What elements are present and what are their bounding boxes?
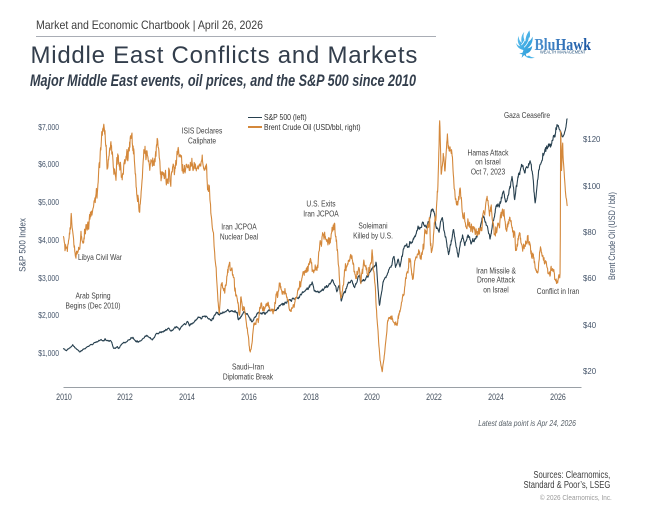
page-subtitle: Major Middle East events, oil prices, an…	[30, 71, 417, 90]
brent-legend-label: Brent Crude Oil (USD/bbl, right)	[264, 122, 361, 133]
annotation-line: on Israel	[475, 156, 501, 167]
header-divider	[36, 36, 436, 38]
logo-tagline: WEALTH MANAGEMENT	[540, 50, 586, 55]
event-annotation: Saudi–Iran Diplomatic Break	[222, 361, 274, 381]
sources-line1: Sources: Clearnomics,	[533, 469, 610, 481]
chartbook-label: Market and Economic Chartbook	[36, 18, 190, 33]
annotation-line: ISIS Declares	[181, 125, 223, 136]
left-axis-title: S&P 500 Index	[17, 218, 29, 272]
annotation-line: Diplomatic Break	[222, 370, 274, 381]
annotation-line: Begins (Dec 2010)	[65, 299, 121, 310]
left-axis-tick-label: $4,000	[37, 234, 59, 245]
event-annotation: U.S. Exits Iran JCPOA	[303, 198, 339, 218]
annotation-line: on Israel	[483, 284, 509, 295]
left-axis-tick-label: $7,000	[37, 121, 59, 132]
event-annotation: Hamas Attack on Israel Oct 7, 2023	[467, 147, 509, 177]
annotation-line: Hamas Attack	[467, 147, 509, 158]
annotation-line: Killed by U.S.	[353, 229, 393, 240]
copyright-text: © 2026 Clearnomics, Inc.	[540, 492, 612, 502]
event-annotation: Iran Missile & Drone Attack on Israel	[476, 265, 516, 295]
annotation-line: Saudi–Iran	[231, 361, 265, 372]
annotation-line: Iran Missile &	[476, 265, 516, 276]
annotation-line: U.S. Exits	[306, 198, 336, 209]
page-title: Middle East Conflicts and Markets	[30, 42, 419, 70]
right-axis-tick-label: $20	[583, 366, 597, 376]
brent-legend-swatch	[248, 126, 262, 128]
x-axis-tick-label: 2010	[55, 391, 72, 402]
x-axis-tick-label: 2022	[426, 391, 442, 402]
event-annotation: Iran JCPOA Nuclear Deal	[219, 221, 259, 241]
annotation-line: Arab Spring	[75, 290, 111, 301]
right-axis-tick-label: $120	[583, 134, 601, 145]
x-axis-tick-label: 2018	[302, 391, 319, 402]
chartbook-header: Market and Economic Chartbook | April 26…	[36, 18, 263, 32]
x-axis-tick-label: 2026	[549, 391, 566, 402]
chart-legend: S&P 500 (left) Brent Crude Oil (USD/bbl,…	[248, 112, 382, 132]
header-separator: |	[192, 18, 196, 33]
annotation-line: Drone Attack	[476, 274, 516, 285]
left-axis-tick-label: $6,000	[37, 159, 59, 170]
left-axis-tick-label: $5,000	[37, 197, 59, 207]
right-axis-tick-label: $80	[583, 226, 597, 237]
right-axis-tick-label: $100	[583, 180, 601, 191]
legend-item-brent: Brent Crude Oil (USD/bbl, right)	[248, 122, 382, 132]
left-axis-tick-label: $1,000	[37, 348, 59, 358]
event-annotation: Soleimani Killed by U.S.	[353, 220, 393, 240]
sources-line2: Standard & Poor’s, LSEG	[523, 479, 610, 491]
hawk-icon	[516, 30, 535, 59]
annotation-line: Nuclear Deal	[219, 230, 259, 241]
x-axis-tick-label: 2016	[240, 391, 257, 402]
event-annotation: Gaza Ceasefire	[503, 110, 551, 121]
latest-data-note: Latest data point is Apr 24, 2026	[477, 419, 576, 428]
right-axis-title: Brent Crude Oil (USD / bbl)	[606, 192, 617, 280]
annotation-line: Caliphate	[187, 134, 217, 145]
right-axis-tick-label: $40	[583, 319, 597, 330]
event-annotation: Libya Civil War	[77, 252, 123, 263]
x-axis-tick-label: 2024	[487, 391, 504, 402]
annotation-line: Oct 7, 2023	[470, 166, 506, 177]
sp500-legend-swatch	[248, 116, 262, 119]
annotation-line: Soleimani	[358, 220, 388, 231]
x-axis-tick-label: 2014	[179, 391, 195, 402]
annotation-line: Gaza Ceasefire	[503, 110, 551, 121]
sources-text: Sources: Clearnomics, Standard & Poor’s, …	[523, 469, 610, 491]
sp500-line	[62, 118, 568, 353]
annotation-line: Iran JCPOA	[303, 207, 339, 218]
left-axis-tick-label: $3,000	[37, 272, 59, 283]
logo-brand-text: BluHawk	[535, 35, 592, 54]
event-annotation: ISIS Declares Caliphate	[181, 125, 223, 145]
brent-line	[62, 120, 568, 373]
right-axis-tick-label: $60	[583, 273, 597, 284]
annotation-line: Iran JCPOA	[221, 221, 257, 232]
chartbook-date: April 26, 2026	[197, 18, 263, 33]
x-axis-tick-label: 2012	[117, 391, 134, 402]
event-annotation: Arab Spring Begins (Dec 2010)	[65, 290, 121, 310]
bluhawk-logo: BluHawk WEALTH MANAGEMENT	[516, 30, 592, 59]
annotation-line: Conflict in Iran	[536, 286, 580, 297]
annotation-line: Libya Civil War	[77, 252, 123, 263]
sp500-legend-label: S&P 500 (left)	[264, 112, 307, 123]
left-axis-tick-label: $2,000	[37, 310, 59, 321]
x-axis-tick-label: 2020	[364, 391, 381, 402]
legend-item-sp500: S&P 500 (left)	[248, 112, 382, 122]
event-annotation: Conflict in Iran	[536, 286, 580, 297]
